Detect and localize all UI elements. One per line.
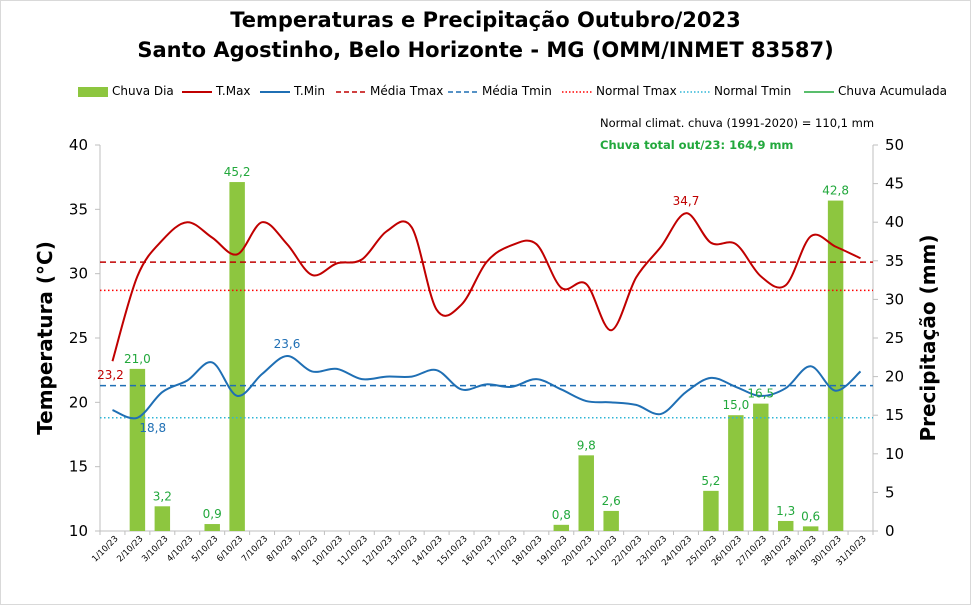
x-tick-label: 8/10/23 bbox=[265, 534, 295, 564]
x-tick-label: 3/10/23 bbox=[140, 534, 170, 564]
bar-chuva-dia bbox=[703, 490, 719, 531]
bar-chuva-dia bbox=[802, 526, 819, 531]
temp-annotation-label: 34,7 bbox=[673, 194, 700, 208]
bar-chuva-dia bbox=[777, 520, 794, 531]
bar-value-label: 16,5 bbox=[747, 387, 774, 401]
y-tick-label-right: 45 bbox=[885, 175, 904, 193]
x-tick-label: 4/10/23 bbox=[165, 534, 195, 564]
legend-label-media-tmin: Média Tmin bbox=[482, 84, 552, 98]
y-tick-label-right: 0 bbox=[885, 522, 895, 540]
line-tmax bbox=[111, 212, 861, 362]
y-tick-label-left: 10 bbox=[69, 522, 88, 540]
legend-swatch-chuva-dia bbox=[78, 87, 108, 97]
bar-chuva-dia bbox=[204, 524, 220, 531]
y-tick-label-right: 40 bbox=[885, 213, 904, 231]
bar-value-label: 0,9 bbox=[203, 507, 222, 521]
bar-chuva-dia bbox=[753, 403, 769, 531]
y-tick-label-left: 40 bbox=[69, 136, 88, 154]
y-tick-label-right: 30 bbox=[885, 290, 904, 308]
bar-chuva-dia bbox=[229, 182, 245, 531]
y-tick-label-right: 50 bbox=[885, 136, 904, 154]
bar-value-label: 0,6 bbox=[801, 509, 820, 523]
bar-value-label: 9,8 bbox=[577, 438, 596, 452]
legend-label-tmin: T.Min bbox=[294, 84, 326, 98]
bar-value-label: 2,6 bbox=[602, 494, 621, 508]
bar-value-label: 0,8 bbox=[552, 508, 571, 522]
legend-label-tmax: T.Max bbox=[216, 84, 251, 98]
legend-label-chuva-dia: Chuva Dia bbox=[112, 84, 174, 98]
bar-chuva-dia bbox=[827, 200, 844, 532]
y-tick-label-left: 30 bbox=[69, 265, 88, 283]
bar-value-label: 15,0 bbox=[722, 398, 749, 412]
y-axis-right-title: Precipitação (mm) bbox=[916, 234, 940, 441]
temp-annotation-label: 18,8 bbox=[139, 421, 166, 435]
chart-title: Temperaturas e Precipitação Outubro/2023 bbox=[230, 8, 741, 32]
y-tick-label-right: 25 bbox=[885, 329, 904, 347]
total-rain-note: Chuva total out/23: 164,9 mm bbox=[600, 138, 794, 152]
bar-chuva-dia bbox=[578, 455, 594, 531]
chart-subtitle: Santo Agostinho, Belo Horizonte - MG (OM… bbox=[137, 38, 834, 62]
x-tick-label: 6/10/23 bbox=[215, 534, 245, 564]
bar-chuva-dia bbox=[154, 506, 171, 531]
y-tick-label-right: 20 bbox=[885, 368, 904, 386]
temp-annotation-label: 23,6 bbox=[274, 337, 301, 351]
bar-value-label: 3,2 bbox=[153, 489, 172, 503]
bar-value-label: 5,2 bbox=[701, 474, 720, 488]
y-tick-label-left: 35 bbox=[69, 200, 88, 218]
y-tick-label-right: 5 bbox=[885, 483, 895, 501]
bar-chuva-dia bbox=[603, 510, 619, 531]
legend-label-chuva-acumulada: Chuva Acumulada bbox=[838, 84, 948, 98]
y-tick-label-right: 10 bbox=[885, 445, 904, 463]
legend-label-normal-tmax: Normal Tmax bbox=[596, 84, 677, 98]
bar-value-label: 42,8 bbox=[822, 184, 849, 198]
legend-label-media-tmax: Média Tmax bbox=[370, 84, 444, 98]
x-tick-label: 7/10/23 bbox=[240, 534, 270, 564]
legend-label-normal-tmin: Normal Tmin bbox=[714, 84, 792, 98]
line-tmin bbox=[112, 355, 862, 420]
y-tick-label-left: 15 bbox=[69, 458, 88, 476]
y-axis-left-title: Temperatura (°C) bbox=[33, 241, 57, 435]
bar-chuva-dia bbox=[129, 368, 146, 531]
y-tick-label-left: 20 bbox=[69, 393, 88, 411]
bar-value-label: 45,2 bbox=[224, 165, 251, 179]
y-tick-label-left: 25 bbox=[69, 329, 88, 347]
bar-chuva-dia bbox=[553, 524, 570, 531]
x-tick-label: 2/10/23 bbox=[115, 534, 145, 564]
bar-value-label: 1,3 bbox=[776, 504, 795, 518]
temp-annotation-label: 23,2 bbox=[97, 368, 124, 382]
normal-rain-note: Normal climat. chuva (1991-2020) = 110,1… bbox=[600, 116, 875, 130]
y-tick-label-right: 15 bbox=[885, 406, 904, 424]
bar-value-label: 21,0 bbox=[124, 352, 151, 366]
x-tick-label: 1/10/23 bbox=[90, 534, 120, 564]
bar-chuva-dia bbox=[728, 415, 744, 531]
y-tick-label-right: 35 bbox=[885, 252, 904, 270]
x-tick-label: 5/10/23 bbox=[190, 534, 220, 564]
